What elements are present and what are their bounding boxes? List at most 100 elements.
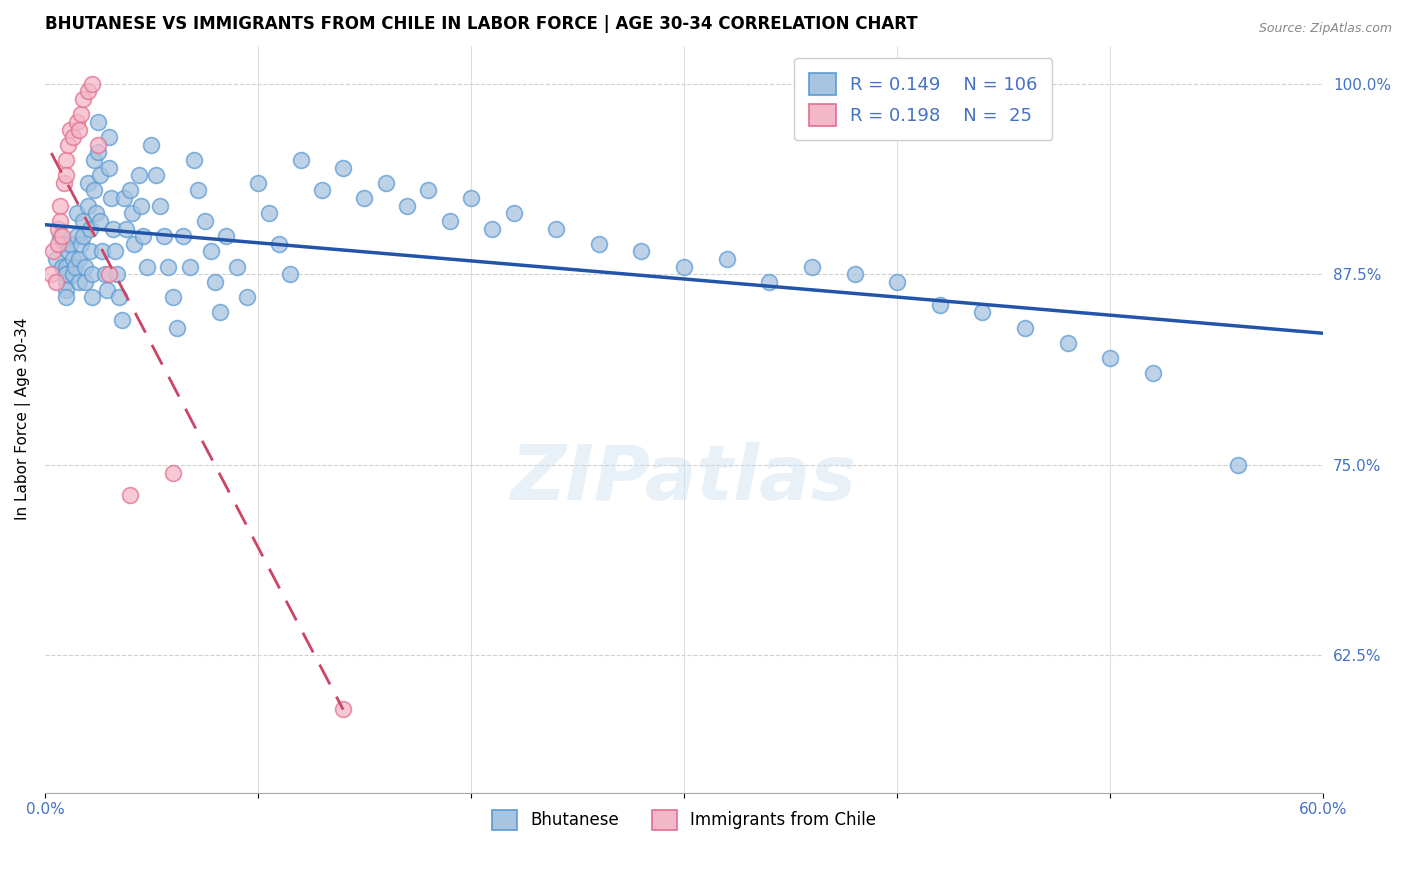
Point xyxy=(204,275,226,289)
Point xyxy=(91,244,114,259)
Point xyxy=(67,275,90,289)
Legend: Bhutanese, Immigrants from Chile: Bhutanese, Immigrants from Chile xyxy=(485,803,883,837)
Point xyxy=(66,229,89,244)
Point xyxy=(45,252,67,266)
Point xyxy=(630,244,652,259)
Point xyxy=(80,268,103,282)
Point xyxy=(80,77,103,91)
Point xyxy=(97,130,120,145)
Point xyxy=(46,236,69,251)
Point xyxy=(72,92,94,106)
Point xyxy=(100,191,122,205)
Point xyxy=(1099,351,1122,366)
Point xyxy=(75,260,97,274)
Point xyxy=(1227,458,1250,472)
Point xyxy=(49,229,72,244)
Point xyxy=(110,313,132,327)
Point xyxy=(120,184,142,198)
Point xyxy=(63,260,86,274)
Point xyxy=(55,153,77,167)
Point xyxy=(101,221,124,235)
Point xyxy=(45,275,67,289)
Point xyxy=(58,244,80,259)
Text: ZIPatlas: ZIPatlas xyxy=(512,442,858,516)
Point xyxy=(208,305,231,319)
Point xyxy=(166,320,188,334)
Point xyxy=(332,702,354,716)
Point xyxy=(96,283,118,297)
Point xyxy=(215,229,238,244)
Point xyxy=(172,229,194,244)
Point xyxy=(157,260,180,274)
Point xyxy=(153,229,176,244)
Point xyxy=(66,115,89,129)
Point xyxy=(62,130,84,145)
Point xyxy=(121,206,143,220)
Point xyxy=(72,229,94,244)
Point xyxy=(141,137,163,152)
Point xyxy=(145,168,167,182)
Point xyxy=(439,214,461,228)
Point xyxy=(225,260,247,274)
Point xyxy=(76,176,98,190)
Point xyxy=(93,268,115,282)
Point xyxy=(278,268,301,282)
Point xyxy=(87,137,110,152)
Point xyxy=(886,275,908,289)
Point xyxy=(183,153,205,167)
Point xyxy=(481,221,503,235)
Point xyxy=(58,137,80,152)
Point xyxy=(269,236,291,251)
Point xyxy=(132,229,155,244)
Point xyxy=(42,244,65,259)
Point xyxy=(87,115,110,129)
Text: BHUTANESE VS IMMIGRANTS FROM CHILE IN LABOR FORCE | AGE 30-34 CORRELATION CHART: BHUTANESE VS IMMIGRANTS FROM CHILE IN LA… xyxy=(45,15,918,33)
Point xyxy=(53,176,76,190)
Point xyxy=(588,236,610,251)
Point xyxy=(70,107,93,121)
Point xyxy=(112,191,135,205)
Point xyxy=(46,221,69,235)
Point xyxy=(62,268,84,282)
Point xyxy=(76,199,98,213)
Point xyxy=(972,305,994,319)
Point xyxy=(104,244,127,259)
Point xyxy=(136,260,159,274)
Point xyxy=(55,268,77,282)
Point xyxy=(97,268,120,282)
Point xyxy=(162,290,184,304)
Point xyxy=(396,199,419,213)
Point xyxy=(51,260,73,274)
Point xyxy=(83,153,105,167)
Point xyxy=(66,206,89,220)
Point xyxy=(673,260,696,274)
Point xyxy=(353,191,375,205)
Point xyxy=(129,199,152,213)
Point xyxy=(311,184,333,198)
Point xyxy=(187,184,209,198)
Point xyxy=(49,199,72,213)
Point xyxy=(1014,320,1036,334)
Point xyxy=(460,191,482,205)
Point xyxy=(39,268,62,282)
Point xyxy=(72,214,94,228)
Point xyxy=(716,252,738,266)
Point xyxy=(162,466,184,480)
Point xyxy=(290,153,312,167)
Point xyxy=(236,290,259,304)
Point xyxy=(1142,367,1164,381)
Point xyxy=(67,122,90,136)
Point xyxy=(79,221,101,235)
Point xyxy=(200,244,222,259)
Point xyxy=(59,122,82,136)
Point xyxy=(62,252,84,266)
Point xyxy=(105,268,128,282)
Point xyxy=(70,236,93,251)
Point xyxy=(83,184,105,198)
Point xyxy=(53,236,76,251)
Point xyxy=(124,236,146,251)
Point xyxy=(374,176,396,190)
Point xyxy=(49,214,72,228)
Point xyxy=(89,214,111,228)
Point xyxy=(67,252,90,266)
